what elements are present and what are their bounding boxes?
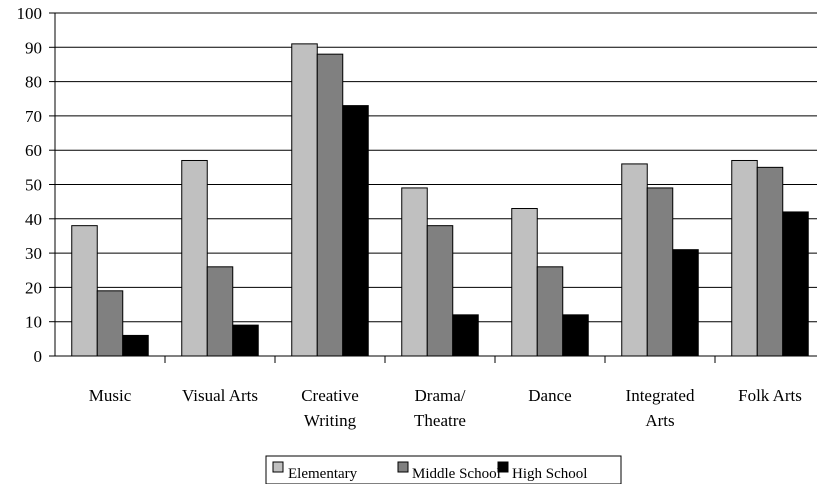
bar-high-school [342, 105, 369, 357]
bar-high-school [232, 324, 259, 357]
y-tick-label: 100 [17, 4, 43, 23]
bar-high-school [562, 314, 589, 357]
bars [71, 43, 809, 357]
y-tick-label: 50 [25, 176, 42, 195]
x-category-label: Drama/ [415, 386, 466, 405]
legend-label: Middle School [412, 466, 501, 482]
bar-elementary [401, 187, 428, 357]
bar-middle-school [316, 53, 344, 357]
y-tick-label: 90 [25, 38, 42, 57]
bar-elementary [71, 225, 98, 357]
y-axis-tick-labels: 0 10 20 30 40 50 60 70 80 90 100 [17, 4, 43, 366]
bar-elementary [511, 208, 538, 357]
bar-middle-school [646, 187, 674, 357]
bar-elementary [291, 43, 318, 357]
x-category-label: Integrated [626, 386, 695, 405]
bar-high-school [452, 314, 479, 357]
bar-middle-school [756, 166, 784, 357]
legend-label: High School [512, 466, 587, 482]
bar-middle-school [206, 266, 234, 357]
x-category-label: Theatre [414, 411, 466, 430]
bar-middle-school [536, 266, 564, 357]
x-category-label: Visual Arts [182, 386, 258, 405]
legend-swatch [272, 461, 284, 473]
x-axis-category-labels: Music Visual Arts Creative Writing Drama/The… [89, 386, 802, 430]
x-category-label: Folk Arts [738, 386, 802, 405]
y-tick-label: 70 [25, 107, 42, 126]
legend-swatch [497, 461, 509, 473]
x-category-label: Music [89, 386, 132, 405]
y-tick-label: 10 [25, 313, 42, 332]
legend-label: Elementary [288, 466, 358, 482]
bar-elementary [731, 159, 758, 357]
legend: Elementary Middle School High School [265, 455, 622, 484]
legend-box [265, 455, 622, 484]
bar-elementary [181, 159, 208, 357]
y-tick-label: 60 [25, 141, 42, 160]
bar-high-school [782, 211, 809, 357]
x-category-label: Dance [528, 386, 571, 405]
bar-middle-school [426, 225, 454, 357]
y-tick-label: 20 [25, 278, 42, 297]
y-tick-label: 0 [34, 347, 43, 366]
bar-middle-school [96, 290, 124, 357]
y-tick-label: 80 [25, 73, 42, 92]
y-tick-label: 30 [25, 244, 42, 263]
x-category-label: Creative [301, 386, 359, 405]
axes [49, 12, 817, 363]
y-tick-label: 40 [25, 210, 42, 229]
bar-elementary [621, 163, 648, 357]
legend-swatch [397, 461, 409, 473]
x-category-label: Arts [645, 411, 674, 430]
bar-high-school [672, 249, 699, 357]
bar-high-school [122, 334, 149, 357]
x-category-label: Writing [304, 411, 357, 430]
